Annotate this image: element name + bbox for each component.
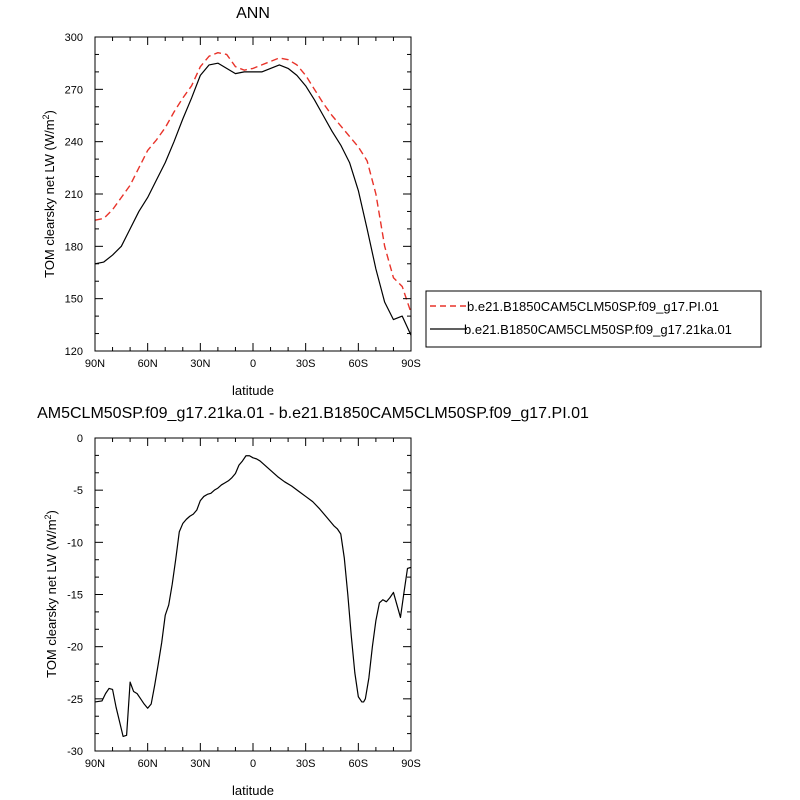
top-plot-frame xyxy=(94,36,412,352)
bottom-y-axis-title-sup: 2 xyxy=(43,514,53,519)
top-x-tick-label: 90N xyxy=(85,358,105,370)
top-x-tick-label: 90S xyxy=(401,358,421,370)
bottom-x-tick-label: 60N xyxy=(138,758,158,770)
top-x-tick-label: 0 xyxy=(250,358,256,370)
top-y-tick-label: 240 xyxy=(65,137,83,149)
bottom-y-tick-label: -15 xyxy=(67,590,83,602)
top-x-tick-label: 30S xyxy=(296,358,316,370)
bottom-x-tick-label: 30N xyxy=(190,758,210,770)
bottom-plot-frame xyxy=(94,437,412,752)
bottom-series-group xyxy=(94,455,412,737)
bottom-y-tick-label: -25 xyxy=(67,694,83,706)
top-y-tick-label: 120 xyxy=(65,346,83,358)
top-x-tick-label: 60S xyxy=(349,358,369,370)
bottom-x-axis-title: latitude xyxy=(232,783,274,798)
top-y-axis-title-sup: 2 xyxy=(41,114,51,119)
bottom-x-tick-label: 90N xyxy=(85,758,105,770)
top-chart-title: ANN xyxy=(236,5,270,22)
top-ticks-group: 90N 60N 30N 0 30S 60S 90S 120 150 180 210 240 270 300 xyxy=(65,32,421,370)
bottom-chart-panel: AM5CLM50SP.f09_g17.21ka.01 - b.e21.B1850… xyxy=(37,405,589,798)
top-series-group xyxy=(94,52,412,336)
bottom-y-tick-label: -20 xyxy=(67,642,83,654)
top-y-tick-label: 180 xyxy=(65,241,83,253)
bottom-y-axis-title-end: ) xyxy=(44,510,59,514)
top-y-tick-label: 270 xyxy=(65,84,83,96)
bottom-y-tick-label: -10 xyxy=(67,537,83,549)
bottom-series-line-0 xyxy=(94,455,412,737)
bottom-x-tick-label: 60S xyxy=(349,758,369,770)
top-y-axis-title: TOM clearsky net LW (W/m2) xyxy=(41,110,57,278)
bottom-y-tick-label: -30 xyxy=(67,746,83,758)
legend-box xyxy=(425,290,762,348)
bottom-ticks-group: 90N 60N 30N 0 30S 60S 90S -30 -25 -20 -15 -10 -5 0 xyxy=(67,433,421,770)
top-y-axis-title-main: TOM clearsky net LW (W/m xyxy=(42,119,57,277)
top-x-tick-label: 30N xyxy=(190,358,210,370)
bottom-x-tick-label: 30S xyxy=(296,758,316,770)
top-chart-panel: ANN 90N 60N 30N 0 30S 60S 90S 120 150 180 210 240 27… xyxy=(41,5,421,398)
legend: b.e21.B1850CAM5CLM50SP.f09_g17.PI.01 b.e… xyxy=(425,290,762,348)
top-x-axis-title: latitude xyxy=(232,383,274,398)
top-x-tick-label: 60N xyxy=(138,358,158,370)
bottom-x-tick-label: 0 xyxy=(250,758,256,770)
top-y-axis-title-end: ) xyxy=(42,110,57,114)
legend-label-pi: b.e21.B1850CAM5CLM50SP.f09_g17.PI.01 xyxy=(467,299,719,314)
top-series-line-1 xyxy=(94,62,412,336)
bottom-x-tick-label: 90S xyxy=(401,758,421,770)
top-series-line-0 xyxy=(94,52,412,313)
legend-label-21ka: b.e21.B1850CAM5CLM50SP.f09_g17.21ka.01 xyxy=(464,322,732,337)
bottom-y-axis-title-main: TOM clearsky net LW (W/m xyxy=(44,519,59,677)
bottom-chart-title: AM5CLM50SP.f09_g17.21ka.01 - b.e21.B1850… xyxy=(37,405,589,422)
bottom-y-tick-label: -5 xyxy=(73,485,83,497)
top-y-tick-label: 150 xyxy=(65,294,83,306)
bottom-y-axis-title: TOM clearsky net LW (W/m2) xyxy=(43,510,59,678)
bottom-y-tick-label: 0 xyxy=(77,433,83,445)
top-y-tick-label: 300 xyxy=(65,32,83,44)
top-y-tick-label: 210 xyxy=(65,189,83,201)
